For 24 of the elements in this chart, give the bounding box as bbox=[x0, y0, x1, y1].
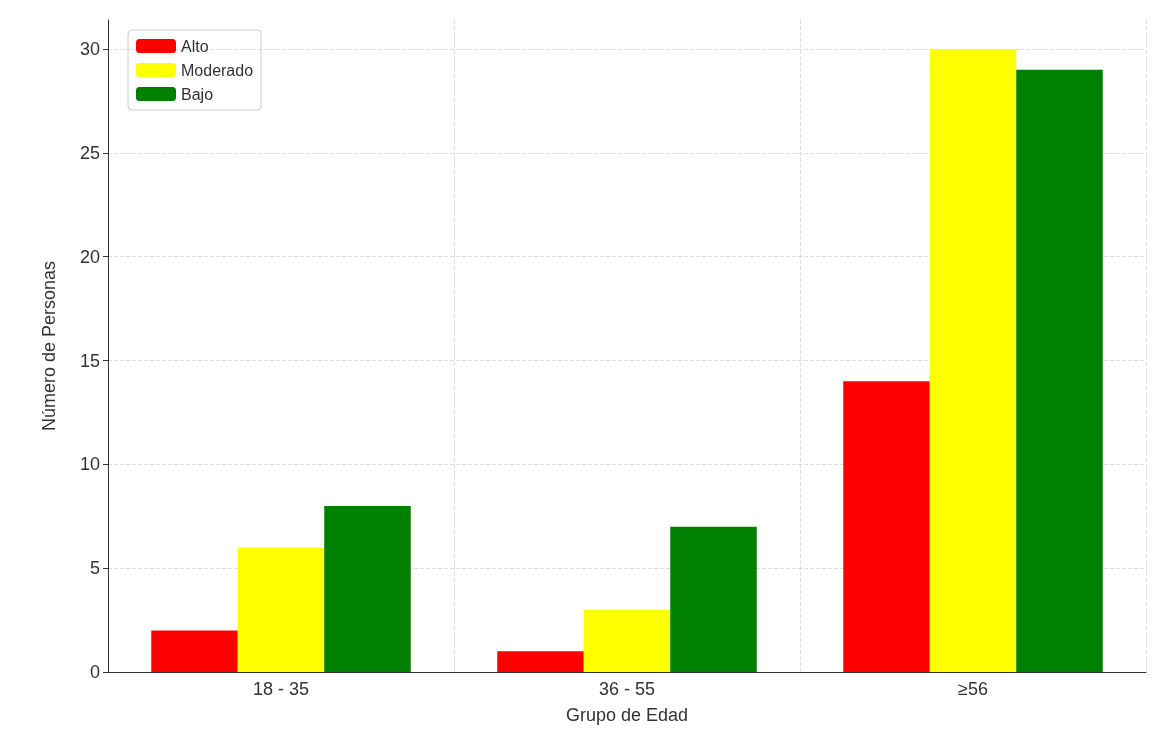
x-axis-title: Grupo de Edad bbox=[565, 705, 689, 725]
bar bbox=[151, 630, 238, 672]
y-axis-title: Número de Personas bbox=[39, 260, 59, 432]
legend-label: Bajo bbox=[181, 85, 214, 103]
bar bbox=[583, 609, 671, 672]
y-tick-label: 20 bbox=[79, 246, 100, 267]
bar bbox=[670, 526, 757, 672]
y-tick-label: 5 bbox=[89, 558, 100, 579]
bar bbox=[237, 547, 325, 672]
legend-label: Alto bbox=[181, 37, 209, 55]
legend-label: Moderado bbox=[181, 61, 254, 79]
y-tick-label: 30 bbox=[79, 39, 100, 60]
x-tick-label: 18 - 35 bbox=[252, 679, 310, 699]
y-tick-label: 25 bbox=[79, 142, 100, 163]
bar bbox=[929, 49, 1017, 672]
bar bbox=[324, 505, 411, 672]
x-tick-label: 36 - 55 bbox=[598, 679, 656, 699]
bar bbox=[497, 651, 584, 672]
bar bbox=[1016, 69, 1103, 672]
y-tick-label: 15 bbox=[79, 350, 100, 371]
bar bbox=[843, 381, 930, 672]
y-tick-label: 10 bbox=[79, 454, 100, 475]
y-tick-label: 0 bbox=[89, 662, 100, 682]
x-tick-label: ≥56 bbox=[958, 679, 988, 699]
